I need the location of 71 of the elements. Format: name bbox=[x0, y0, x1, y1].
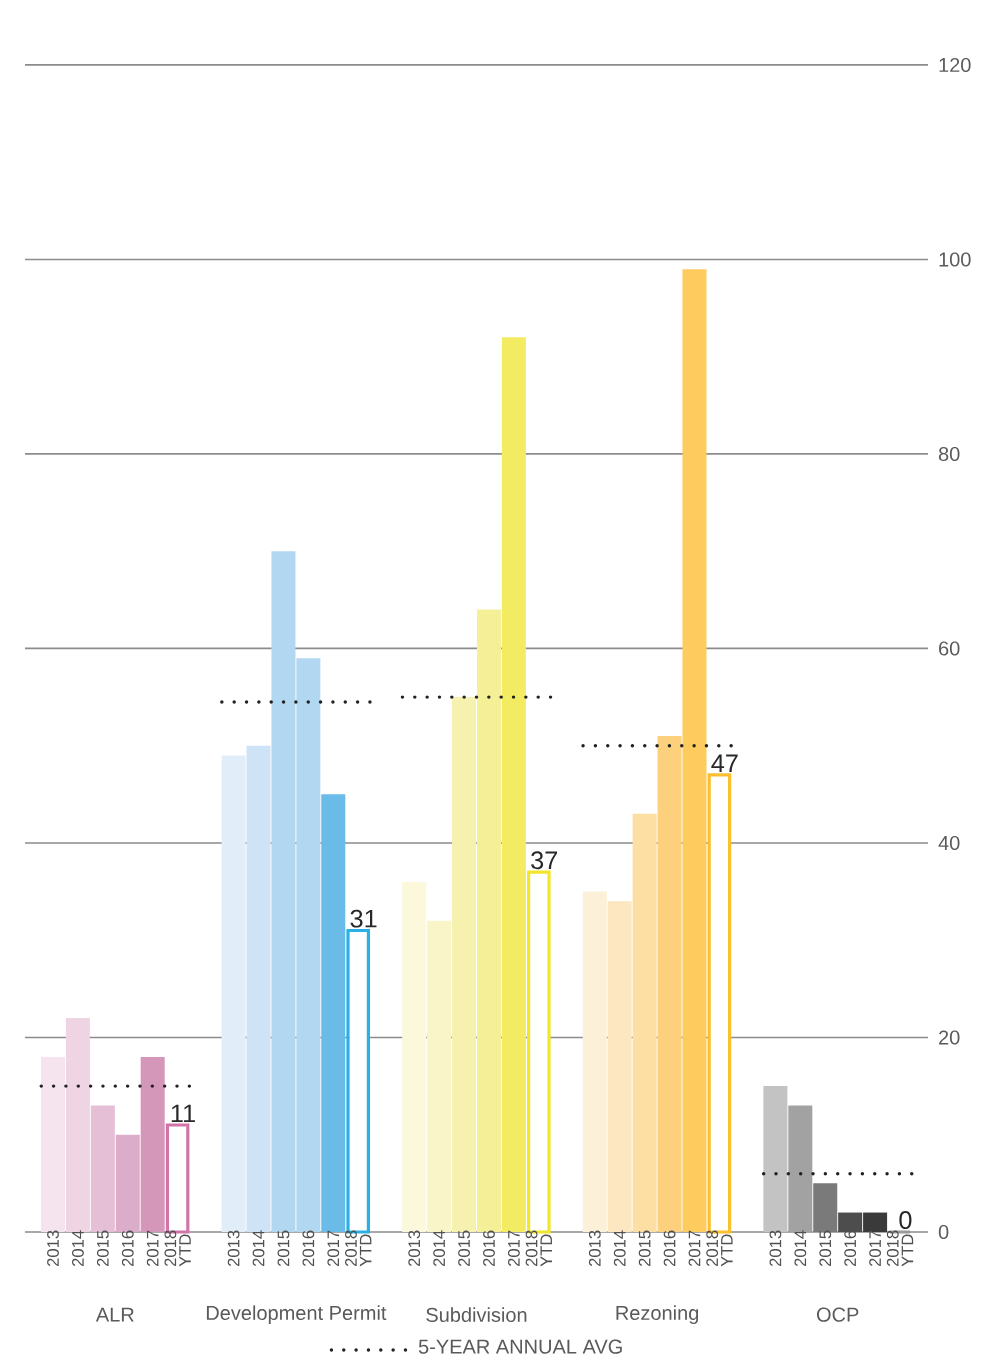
text: 2015 bbox=[638, 1230, 651, 1267]
data-label: 47 bbox=[711, 754, 738, 772]
text: 2017 bbox=[327, 1230, 340, 1267]
y-tick-label: 120 bbox=[939, 57, 971, 73]
text: 2016 bbox=[844, 1230, 857, 1267]
x-tick-label: Development Permit bbox=[206, 1305, 387, 1324]
bar bbox=[90, 1105, 115, 1232]
bar bbox=[632, 813, 657, 1232]
text: 2018 YTD bbox=[345, 1230, 372, 1267]
bar bbox=[863, 1212, 888, 1232]
text: 2016 bbox=[663, 1230, 676, 1267]
bar bbox=[657, 736, 682, 1232]
bar bbox=[402, 881, 427, 1232]
bar bbox=[763, 1086, 788, 1232]
text: 2018 YTD bbox=[164, 1230, 191, 1267]
y-tick-label: 0 bbox=[938, 1224, 949, 1240]
text: 2014 bbox=[72, 1230, 84, 1267]
text: 2013 bbox=[227, 1230, 240, 1267]
text: 2017 bbox=[688, 1230, 701, 1267]
text: 2015 bbox=[819, 1230, 832, 1267]
text: 2017 bbox=[869, 1230, 881, 1267]
bar bbox=[476, 609, 501, 1232]
text: 2016 bbox=[121, 1230, 134, 1267]
bar bbox=[813, 1183, 838, 1232]
data-label: 11 bbox=[171, 1104, 195, 1123]
bar bbox=[427, 920, 452, 1232]
bar bbox=[501, 337, 526, 1232]
text: 2014 bbox=[613, 1230, 626, 1267]
text: 2016 bbox=[302, 1230, 315, 1267]
bar bbox=[321, 794, 346, 1232]
bar bbox=[140, 1056, 165, 1232]
text: 2015 bbox=[96, 1230, 109, 1267]
bar bbox=[246, 745, 271, 1232]
bar bbox=[221, 755, 246, 1232]
y-tick-label: 20 bbox=[939, 1030, 960, 1045]
bar bbox=[582, 891, 607, 1232]
x-tick-label: OCP bbox=[816, 1307, 859, 1322]
y-tick-label: 80 bbox=[938, 446, 960, 462]
bar bbox=[65, 1018, 90, 1232]
y-tick-label: 40 bbox=[938, 835, 960, 851]
text: 2013 bbox=[47, 1230, 59, 1267]
text: 2017 bbox=[146, 1230, 159, 1267]
bar bbox=[838, 1212, 863, 1232]
text: 2015 bbox=[277, 1230, 290, 1267]
text: 2018 YTD bbox=[886, 1230, 914, 1267]
bar bbox=[115, 1134, 140, 1232]
data-label: 31 bbox=[350, 909, 377, 928]
data-label: 37 bbox=[531, 851, 558, 870]
text: 2017 bbox=[508, 1230, 520, 1267]
text: 2013 bbox=[408, 1230, 421, 1267]
data-label: 0 bbox=[899, 1211, 912, 1230]
text: 2014 bbox=[433, 1230, 446, 1267]
bar bbox=[788, 1105, 813, 1232]
x-tick-label: Subdivision bbox=[426, 1307, 527, 1322]
bar bbox=[682, 269, 707, 1232]
text: 2018 YTD bbox=[525, 1230, 552, 1267]
text: 2015 bbox=[458, 1230, 470, 1267]
bar bbox=[607, 901, 632, 1232]
y-tick-label: 100 bbox=[939, 252, 971, 267]
text: 2018 YTD bbox=[706, 1230, 733, 1267]
x-tick-label: ALR bbox=[95, 1307, 134, 1322]
x-tick-label: Rezoning bbox=[616, 1305, 699, 1324]
y-tick-label: 60 bbox=[939, 641, 960, 656]
bar bbox=[452, 697, 477, 1232]
text: 2014 bbox=[794, 1230, 807, 1267]
legend-label: 5-YEAR ANNUAL AVG bbox=[418, 1339, 622, 1354]
bar bbox=[40, 1056, 65, 1232]
text: 2013 bbox=[588, 1230, 601, 1267]
text: 2013 bbox=[769, 1230, 782, 1267]
text: 2016 bbox=[483, 1230, 495, 1267]
text: 2014 bbox=[252, 1230, 265, 1267]
